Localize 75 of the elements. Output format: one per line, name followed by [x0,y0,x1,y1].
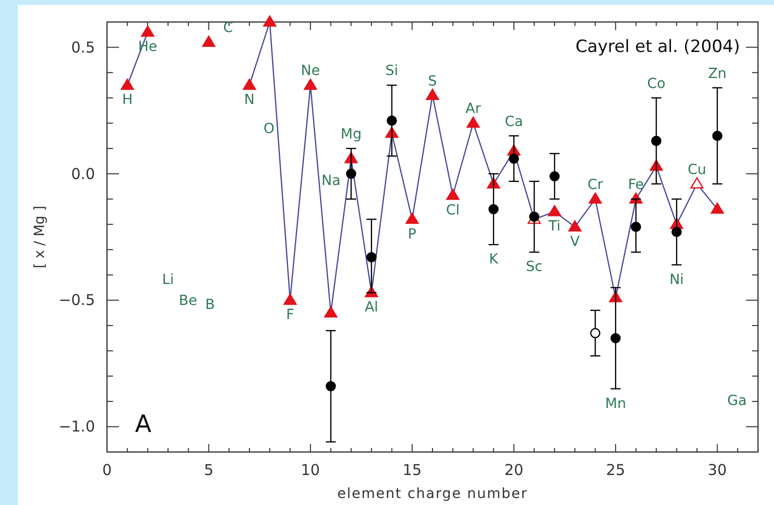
annotation: Ar [466,101,482,118]
point [651,136,662,146]
point [568,220,582,232]
point [346,168,356,179]
point [406,212,419,224]
annotation: H [122,92,133,108]
point [549,171,560,182]
y-tick-label: −1.0 [58,418,95,436]
annotation: Zn [708,66,727,82]
point [466,116,480,128]
point [120,78,134,90]
point [630,222,642,232]
point [508,153,519,164]
x-axis-title: element charge number [337,486,528,502]
annotation: S [428,73,438,90]
point [710,202,724,214]
point [326,381,336,392]
point [283,294,297,305]
annotation: Na [321,173,341,189]
x-tick-label: 0 [102,461,112,479]
point [712,130,722,141]
x-tick-label: 30 [708,461,727,479]
point [426,88,440,100]
annotation: Ti [548,218,561,235]
annotation: B [205,297,215,313]
annotation: Ga [727,393,747,409]
y-tick-label: −0.5 [58,291,95,310]
annotation: Cr [587,177,604,194]
point [324,306,338,318]
point [263,15,276,27]
annotation: Ca [504,114,524,130]
annotation: C [223,20,234,36]
annotation: Be [178,293,198,309]
annotation: Li [162,272,174,288]
point [488,204,499,214]
annotation: Fe [628,177,644,194]
point [304,78,318,90]
annotation: Cl [446,202,460,218]
y-tick-label: 0.0 [71,164,95,183]
point [446,188,460,200]
annotation: Si [385,63,398,80]
x-tick-label: 20 [504,461,524,479]
annotation: Ne [300,63,320,80]
x-tick-label: 5 [204,461,214,479]
annotation: O [263,121,275,137]
point [202,36,216,47]
annotation: Al [364,300,378,316]
point [141,26,154,37]
annotation: F [286,307,294,324]
point [690,177,704,188]
annotation: V [570,234,580,250]
annotation: K [488,252,499,268]
point [588,192,602,204]
annotation: Cu [688,162,706,178]
y-axis-title: [ x / Mg ] [32,206,48,268]
x-tick-label: 15 [402,461,422,479]
annotation: A [135,410,152,438]
point [242,78,256,90]
annotation: Co [647,76,666,92]
annotation: P [408,226,416,242]
annotation: N [244,92,255,108]
point [548,205,562,216]
point [590,328,600,338]
point [366,252,377,262]
x-tick-label: 10 [300,461,320,479]
point [386,116,397,126]
annotation: Ni [669,272,684,288]
annotation: Sc [526,259,543,276]
annotation: Cayrel et al. (2004) [575,37,740,57]
x-tick-label: 25 [606,461,626,479]
annotation: Mn [605,396,626,412]
point [610,333,621,344]
annotation: Mg [340,126,362,142]
y-tick-label: 0.5 [71,38,95,56]
point [672,226,682,238]
